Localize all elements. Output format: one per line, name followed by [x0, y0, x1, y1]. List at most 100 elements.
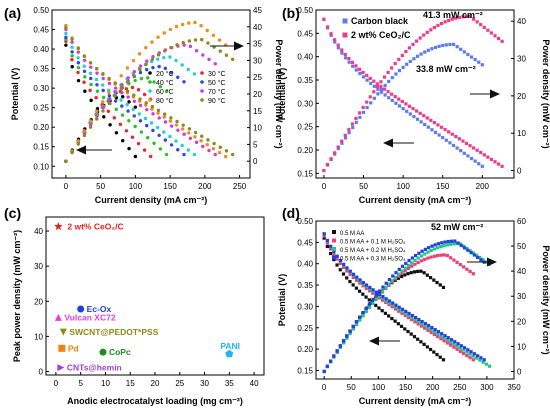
d-polarization-point [423, 321, 427, 326]
b-power-point [354, 120, 358, 124]
d-polarization-point [368, 285, 372, 290]
d-power-point [461, 265, 466, 269]
d-polarization-point [391, 301, 395, 305]
a-polarization-point [146, 135, 150, 140]
d-polarization-point [417, 317, 421, 322]
c-data-point [59, 328, 67, 336]
b-polarization-point [432, 121, 437, 125]
b-power-point [361, 110, 366, 114]
b-y2tick-label: 40 [517, 17, 526, 26]
d-power-point [428, 276, 433, 280]
a-polarization-point [82, 69, 87, 74]
a-power-point [76, 142, 80, 146]
d-polarization-point [325, 238, 330, 243]
b-power-point [457, 15, 461, 19]
b-polarization-point [439, 125, 444, 129]
a-power-point [119, 74, 123, 78]
b-power-point [430, 47, 434, 51]
a-polarization-point [207, 148, 211, 153]
d-polarization-point [445, 338, 450, 342]
a-power-point [199, 23, 203, 28]
d-power-point [364, 309, 368, 314]
d-power-point [432, 247, 437, 251]
d-polarization-point [455, 344, 459, 348]
d-polarization-point [423, 326, 427, 330]
d-polarization-point [335, 254, 339, 258]
b-polarization-point [422, 114, 426, 118]
b-polarization-point [397, 104, 402, 108]
a-power-point [133, 105, 138, 109]
d-y2tick-label: 0 [517, 367, 522, 376]
a-polarization-point [156, 108, 161, 113]
d-polarization-point [476, 354, 480, 358]
d-polarization-point [465, 353, 469, 358]
a-power-point [113, 90, 118, 94]
a-polarization-point [125, 103, 129, 107]
panel-a-label: (a) [4, 5, 21, 21]
b-polarization-point [418, 111, 422, 115]
d-polarization-point [440, 332, 444, 336]
b-power-point [322, 168, 326, 173]
a-polarization-point [206, 138, 210, 142]
d-ytick-label: 0.30 [297, 302, 313, 311]
d-polarization-point [387, 299, 392, 303]
panel-b-arrow-left [383, 138, 414, 148]
a-polarization-point [175, 119, 179, 124]
b-power-point [350, 122, 355, 126]
a-polarization-point [155, 125, 160, 130]
d-power-point [465, 267, 469, 271]
a-power-point [137, 52, 142, 56]
panel-b-label: (b) [282, 5, 300, 21]
c-point-label: Vulcan XC72 [64, 312, 115, 322]
a-power-point [150, 57, 155, 61]
d-power-point [351, 324, 356, 329]
d-polarization-point [410, 315, 414, 319]
panel-a-y2label: Power density (mW cm⁻²) [274, 39, 284, 148]
d-legend-label: 0.5 M AA + 0.1 M H₂SO₄ [340, 240, 406, 246]
a-ytick-label: 0.45 [33, 26, 49, 35]
a-power-point [89, 123, 93, 127]
b-polarization-point [461, 139, 465, 143]
a-polarization-point [130, 135, 135, 139]
d-power-point [420, 249, 424, 253]
b-polarization-point [329, 33, 333, 38]
d-polarization-point [381, 295, 385, 299]
d-polarization-point [452, 342, 456, 346]
panel-c-label: (c) [4, 205, 21, 221]
a-polarization-point [180, 143, 184, 148]
d-power-point [407, 258, 411, 263]
b-polarization-point [333, 38, 337, 42]
a-polarization-point [101, 88, 105, 93]
a-power-point [144, 45, 148, 50]
a-power-point [164, 89, 169, 94]
b-ytick-label: 0.40 [297, 53, 313, 62]
d-polarization-point [403, 311, 407, 315]
d-polarization-point [472, 352, 476, 356]
d-power-point [476, 255, 480, 259]
b-polarization-point [390, 98, 394, 103]
a-y2tick-label: 40 [253, 23, 262, 32]
d-polarization-point [426, 326, 430, 330]
c-xtick-label: 40 [250, 379, 259, 388]
a-polarization-point [201, 144, 205, 149]
d-polarization-point [328, 251, 333, 256]
a-polarization-point [126, 95, 130, 99]
b-y2tick-label: 30 [517, 55, 526, 64]
a-polarization-point [218, 145, 222, 149]
a-polarization-point [168, 119, 173, 123]
d-polarization-point [430, 326, 434, 330]
b-power-point [375, 85, 379, 89]
d-polarization-point [412, 335, 417, 339]
d-power-point [404, 261, 408, 265]
a-power-point [163, 49, 167, 53]
d-polarization-point [413, 315, 418, 320]
b-polarization-point [411, 107, 415, 111]
a-polarization-point [108, 123, 112, 127]
a-power-point [169, 45, 173, 50]
d-power-point [391, 274, 395, 278]
b-power-point [325, 163, 330, 167]
a-power-point [206, 41, 210, 45]
b-polarization-point [455, 146, 459, 150]
d-power-point [468, 249, 472, 253]
a-power-point [127, 100, 131, 104]
